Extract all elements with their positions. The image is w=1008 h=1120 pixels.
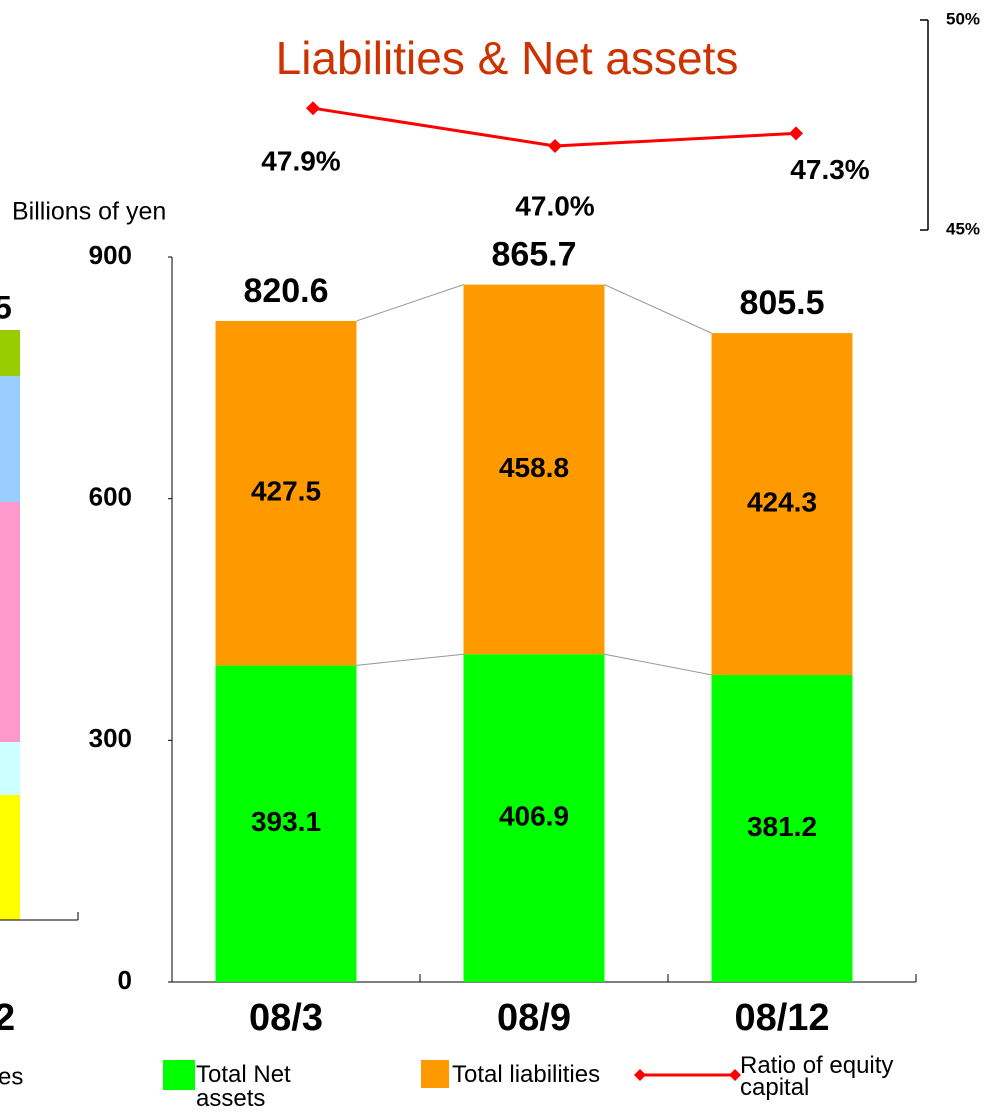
ratio-marker — [789, 126, 803, 141]
y-tick-label: 900 — [89, 240, 132, 270]
bar-value-label: 406.9 — [499, 801, 569, 832]
cropped-segment — [0, 742, 20, 795]
legend-marker — [729, 1069, 741, 1081]
chart-title: Liabilities & Net assets — [276, 32, 739, 84]
connector — [356, 653, 464, 666]
legend-label: Ratio of equity capital — [740, 1052, 894, 1101]
x-tick-label: 08/3 — [249, 997, 323, 1039]
bar-segment — [711, 674, 853, 982]
y-tick-label: 0 — [118, 965, 132, 995]
total-label: 805.5 — [739, 284, 824, 322]
bar-segment — [463, 654, 605, 982]
ratio-marker — [548, 139, 562, 153]
cropped-segment — [0, 330, 20, 376]
x-tick-label: 08/9 — [497, 997, 571, 1039]
cropped-segment — [0, 502, 20, 742]
legend-label: Total liabilities — [452, 1061, 601, 1088]
total-label: 865.7 — [491, 236, 576, 274]
connector — [356, 284, 464, 322]
y2-tick-label: 50% — [946, 9, 980, 28]
bar-value-label: 393.1 — [251, 806, 321, 837]
legend-label: Total Net assets — [196, 1061, 291, 1112]
ratio-label: 47.9% — [261, 146, 340, 177]
bar-value-label: 458.8 — [499, 452, 569, 483]
y-tick-label: 600 — [89, 482, 132, 512]
legend-marker — [634, 1069, 646, 1081]
ratio-label: 47.3% — [790, 154, 869, 185]
cropped-text: es — [0, 1063, 23, 1090]
cropped-segment — [0, 376, 20, 502]
ratio-label: 47.0% — [515, 190, 594, 221]
cropped-text: 2 — [0, 997, 15, 1039]
bar-value-label: 424.3 — [747, 486, 817, 517]
cropped-text: 5 — [0, 289, 12, 325]
y2-tick-label: 45% — [946, 219, 980, 238]
legend-swatch — [163, 1060, 195, 1090]
x-tick-label: 08/12 — [734, 997, 829, 1039]
bar-segment — [215, 665, 357, 982]
ratio-marker — [306, 101, 320, 116]
bar-value-label: 427.5 — [251, 476, 321, 507]
cropped-segment — [0, 795, 20, 920]
bar-segment — [711, 333, 853, 675]
y-axis-label: Billions of yen — [12, 198, 166, 226]
bar-segment — [463, 284, 605, 655]
connector — [604, 284, 712, 334]
bar-value-label: 381.2 — [747, 811, 817, 842]
y-tick-label: 300 — [89, 723, 132, 753]
bar-segment — [215, 320, 357, 666]
connector — [604, 653, 712, 676]
total-label: 820.6 — [243, 272, 328, 310]
legend-swatch — [421, 1060, 449, 1088]
